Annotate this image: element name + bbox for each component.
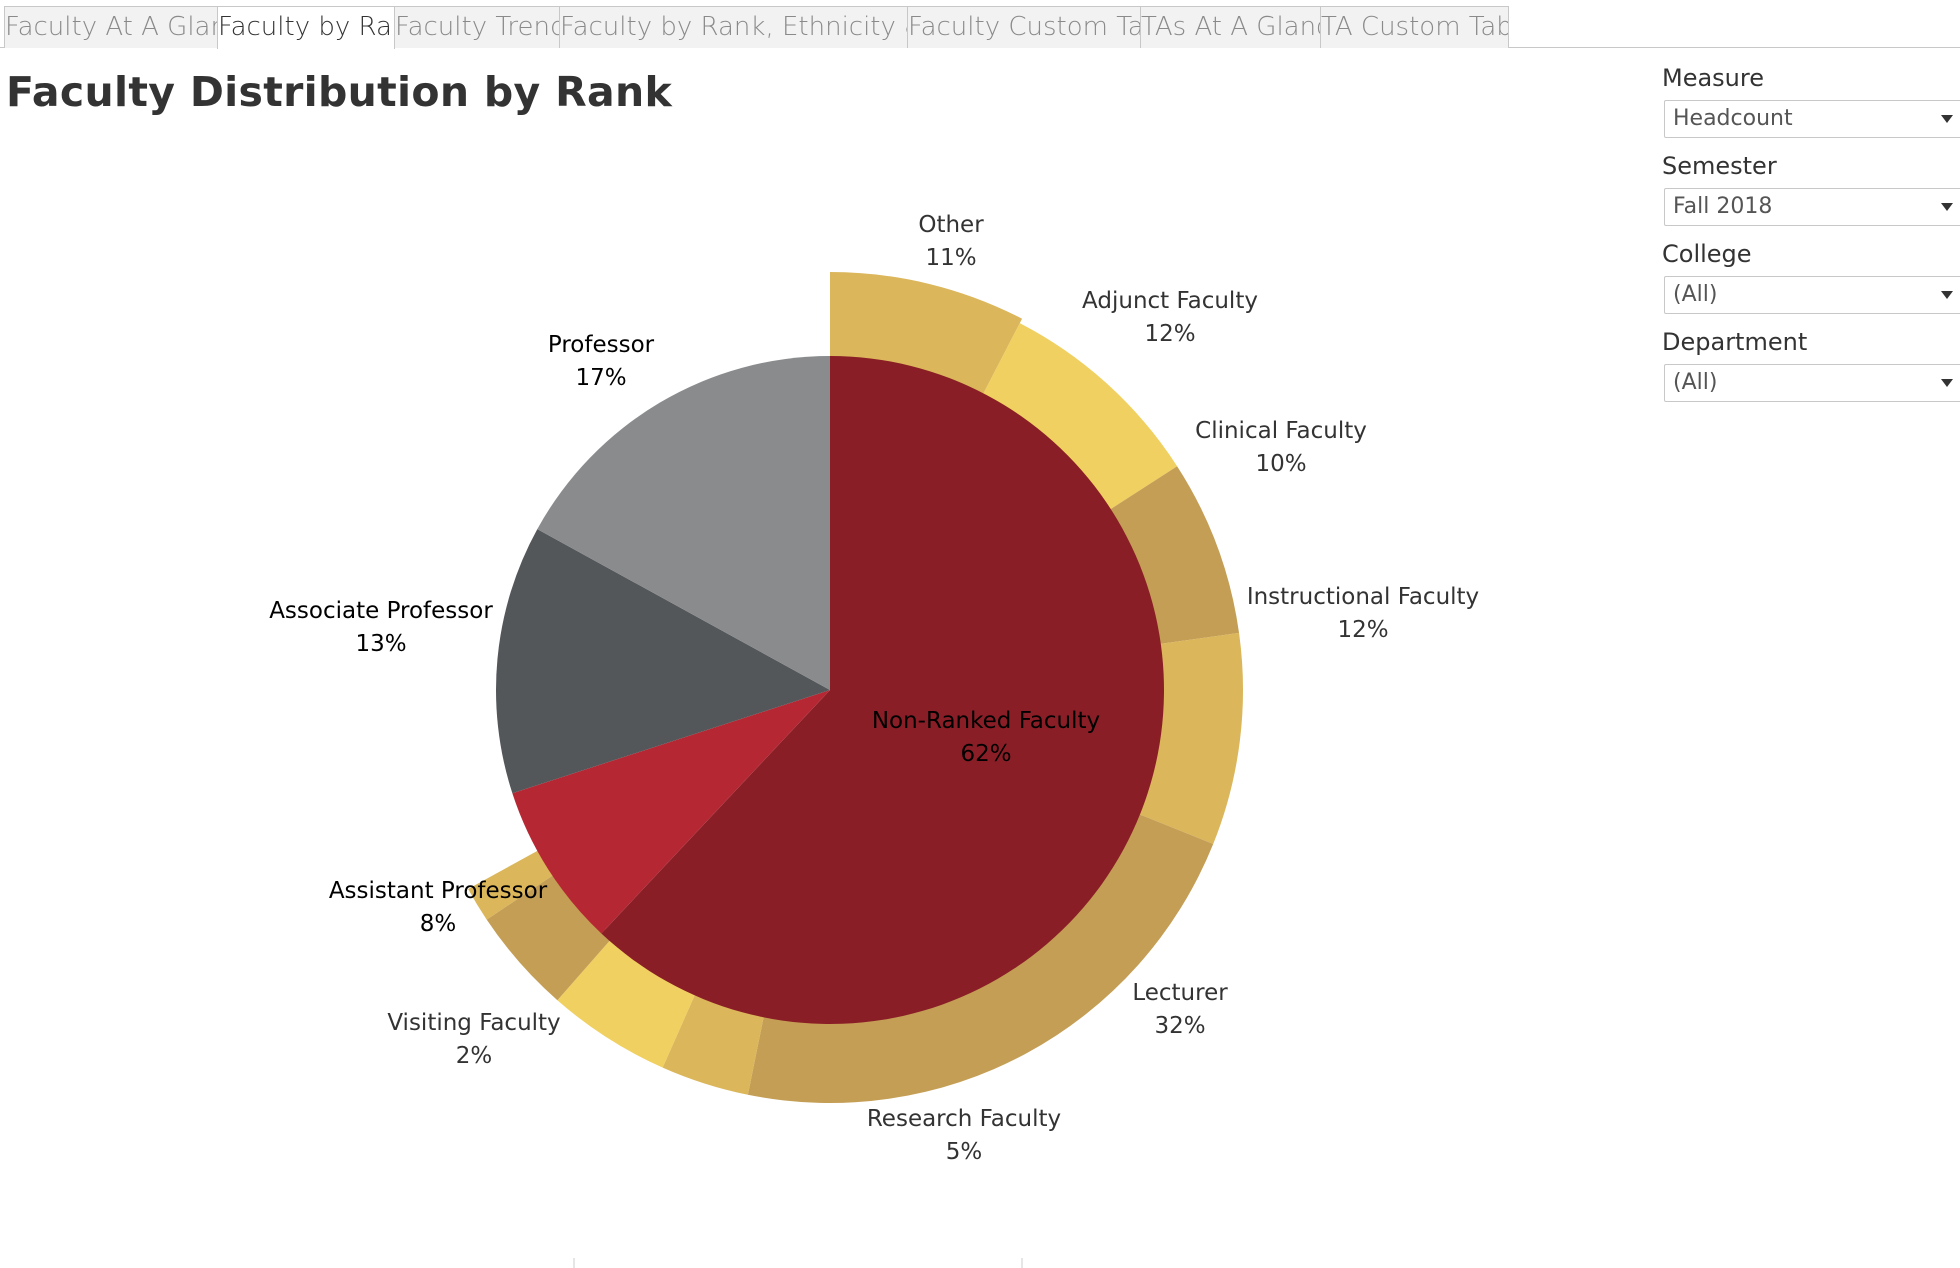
label-value-instructional-faculty: 12% [1337, 617, 1388, 643]
filter-label: Measure [1662, 64, 1764, 92]
filter-semester: Semester Fall 2018 [1662, 152, 1960, 226]
label-visiting-faculty: Visiting Faculty [387, 1010, 560, 1036]
label-value-lecturer: 32% [1154, 1013, 1205, 1039]
page-title: Faculty Distribution by Rank [6, 68, 673, 116]
chevron-down-icon [1941, 203, 1953, 211]
outer-slice-other[interactable] [830, 272, 1023, 398]
filter-label: Department [1662, 328, 1808, 356]
department-select[interactable]: (All) [1664, 364, 1960, 402]
tab-bar: Faculty At A Glance Faculty by Rank Facu… [0, 6, 1960, 49]
chevron-down-icon [1941, 291, 1953, 299]
label-value-associate-professor: 13% [355, 631, 406, 657]
label-instructional-faculty: Instructional Faculty [1247, 584, 1479, 610]
college-select-value: (All) [1673, 282, 1718, 307]
label-other: Other [918, 212, 984, 238]
semester-select-value: Fall 2018 [1673, 194, 1773, 219]
inner-slice-assistant-professor[interactable] [512, 690, 830, 934]
measure-select[interactable]: Headcount [1664, 100, 1960, 138]
measure-select-value: Headcount [1673, 106, 1793, 131]
inner-slice-non-ranked-faculty[interactable] [601, 356, 1164, 1024]
outer-slice-segment-6[interactable] [557, 937, 697, 1068]
filter-label: Semester [1662, 152, 1777, 180]
label-value-visiting-faculty: 2% [456, 1043, 493, 1069]
inner-pie [496, 356, 1164, 1024]
label-associate-professor: Associate Professor [269, 598, 493, 624]
inner-slice-associate-professor[interactable] [496, 529, 830, 794]
tab-faculty-by-rank[interactable]: Faculty by Rank [217, 6, 395, 49]
filter-measure: Measure Headcount [1662, 64, 1960, 138]
label-value-clinical-faculty: 10% [1255, 451, 1306, 477]
label-non-ranked-faculty: Non-Ranked Faculty [872, 708, 1100, 734]
slice-labels: Non-Ranked Faculty 62% Assistant Professor… [269, 212, 1479, 1165]
tab-ta-custom-table[interactable]: TA Custom Table [1320, 6, 1509, 48]
label-assistant-professor: Assistant Professor [329, 878, 548, 904]
inner-slice-professor[interactable] [537, 356, 830, 690]
label-value-professor: 17% [575, 365, 626, 391]
label-value-research-faculty: 5% [946, 1139, 983, 1165]
label-research-faculty: Research Faculty [867, 1106, 1061, 1132]
label-value-assistant-professor: 8% [420, 911, 457, 937]
department-select-value: (All) [1673, 370, 1718, 395]
label-adjunct-faculty: Adjunct Faculty [1082, 288, 1258, 314]
chevron-down-icon [1941, 115, 1953, 123]
chevron-down-icon [1941, 379, 1953, 387]
outer-slice-research-faculty[interactable] [662, 990, 765, 1095]
filter-college: College (All) [1662, 240, 1960, 314]
tab-faculty-custom-table[interactable]: Faculty Custom Table [907, 6, 1141, 48]
label-value-non-ranked-faculty: 62% [960, 741, 1011, 767]
label-clinical-faculty: Clinical Faculty [1195, 418, 1367, 444]
label-value-adjunct-faculty: 12% [1144, 321, 1195, 347]
filter-department: Department (All) [1662, 328, 1960, 402]
label-value-other: 11% [925, 245, 976, 271]
tab-faculty-at-a-glance[interactable]: Faculty At A Glance [4, 6, 218, 48]
outer-slice-clinical-faculty[interactable] [1106, 466, 1240, 645]
outer-slice-segment-7[interactable] [486, 872, 613, 1001]
label-lecturer: Lecturer [1132, 980, 1228, 1006]
label-professor: Professor [548, 332, 655, 358]
filter-label: College [1662, 240, 1752, 268]
tab-faculty-by-rank-ethnicity-gender[interactable]: Faculty by Rank, Ethnicity & Ge... [559, 6, 908, 48]
semester-select[interactable]: Fall 2018 [1664, 188, 1960, 226]
college-select[interactable]: (All) [1664, 276, 1960, 314]
outer-slice-visiting-faculty[interactable] [468, 848, 557, 920]
outer-slice-adjunct-faculty[interactable] [981, 323, 1178, 512]
tab-faculty-trends[interactable]: Faculty Trends [394, 6, 560, 48]
